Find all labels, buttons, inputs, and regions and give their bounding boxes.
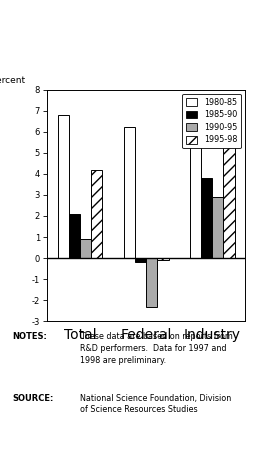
- Legend: 1980-85, 1985-90, 1990-95, 1995-98: 1980-85, 1985-90, 1990-95, 1995-98: [182, 94, 241, 148]
- Bar: [223, 117, 234, 258]
- Bar: [201, 178, 212, 258]
- Bar: [212, 197, 223, 258]
- Text: Percent: Percent: [0, 76, 26, 85]
- Bar: [91, 169, 102, 258]
- Bar: [135, 258, 146, 262]
- Bar: [157, 258, 168, 260]
- Text: Figure 3. Average annual rates of change
in U.S. R&D support, based on
inflation: Figure 3. Average annual rates of change…: [29, 22, 225, 55]
- Bar: [190, 98, 201, 258]
- Text: National Science Foundation, Division
of Science Resources Studies: National Science Foundation, Division of…: [80, 393, 231, 414]
- Bar: [80, 239, 91, 258]
- Text: NOTES:: NOTES:: [12, 332, 47, 341]
- Bar: [58, 115, 69, 258]
- Bar: [146, 258, 157, 307]
- Bar: [69, 214, 80, 258]
- Text: SOURCE:: SOURCE:: [12, 393, 54, 403]
- Text: These data are based on reports from
R&D performers.  Data for 1997 and
1998 are: These data are based on reports from R&D…: [80, 332, 233, 365]
- Bar: [124, 128, 135, 258]
